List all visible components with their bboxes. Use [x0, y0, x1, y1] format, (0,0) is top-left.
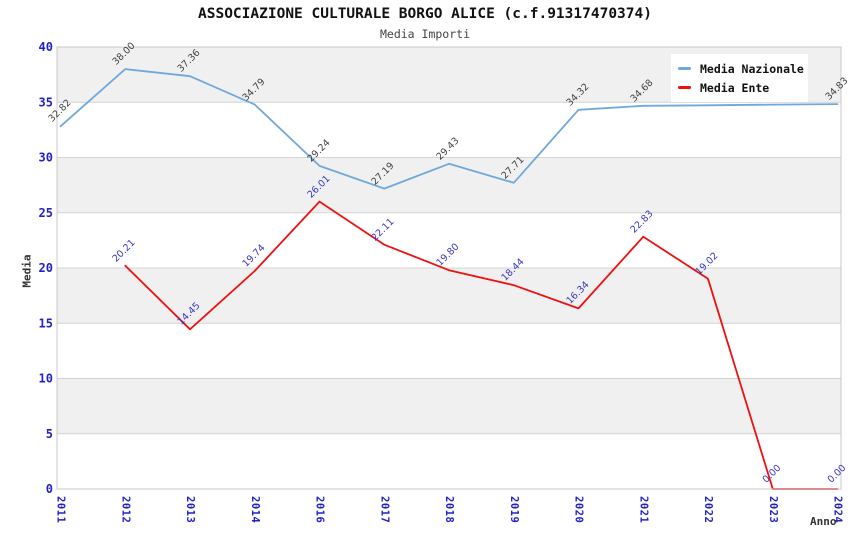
legend-item-media-nazionale: Media Nazionale: [671, 62, 808, 76]
legend-item-media-ente: Media Ente: [671, 81, 808, 95]
legend-label-media-ente: Media Ente: [700, 80, 770, 95]
legend-label-media-nazionale: Media Nazionale: [700, 61, 804, 76]
y-tick-label: 15: [39, 316, 53, 330]
series-line-media-nazionale: [59, 68, 839, 190]
y-tick-label: 35: [39, 95, 53, 109]
y-tick-label: 40: [39, 40, 53, 54]
background-band: [57, 268, 841, 324]
y-axis-title: Media: [20, 254, 34, 288]
y-tick-label: 5: [46, 427, 53, 441]
x-axis-title: Anno: [810, 515, 837, 528]
chart-subtitle: Media Importi: [379, 27, 470, 41]
plot-border: [56, 46, 842, 490]
y-tick-label: 20: [39, 261, 53, 275]
y-tick-label: 10: [39, 372, 53, 386]
y-tick-label: 30: [39, 151, 53, 165]
chart-title: ASSOCIAZIONE CULTURALE BORGO ALICE (c.f.…: [198, 6, 652, 22]
y-tick-label: 25: [39, 206, 53, 220]
legend-line-swatch-ente-icon: [678, 86, 691, 89]
background-band: [57, 157, 841, 213]
legend: Media Nazionale Media Ente: [671, 54, 808, 102]
y-tick-label: 0: [46, 482, 53, 496]
legend-line-swatch-nazionale-icon: [678, 67, 691, 70]
background-band: [57, 378, 841, 434]
series-line-media-ente: [124, 200, 839, 490]
